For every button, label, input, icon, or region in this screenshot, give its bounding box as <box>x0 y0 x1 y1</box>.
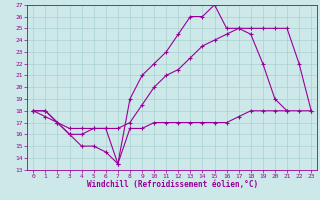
X-axis label: Windchill (Refroidissement éolien,°C): Windchill (Refroidissement éolien,°C) <box>87 180 258 189</box>
